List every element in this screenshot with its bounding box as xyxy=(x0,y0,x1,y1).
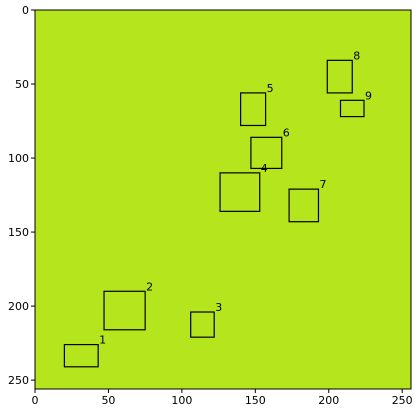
y-tick-label: 0 xyxy=(22,4,29,17)
x-tick-label: 0 xyxy=(32,394,39,407)
box-label-6: 6 xyxy=(283,126,290,139)
bounding-box-9 xyxy=(339,99,365,118)
x-axis: 0 50 100 150 200 250 xyxy=(32,389,413,407)
bounding-box-8 xyxy=(326,59,353,94)
box-label-2: 2 xyxy=(146,280,153,293)
bounding-box-4 xyxy=(219,172,261,212)
box-label-7: 7 xyxy=(319,178,326,191)
bounding-box-1 xyxy=(63,343,99,368)
image-area xyxy=(35,10,411,389)
x-tick-label: 100 xyxy=(171,394,192,407)
bounding-box-2 xyxy=(103,290,146,331)
box-label-5: 5 xyxy=(267,82,274,95)
box-label-9: 9 xyxy=(365,89,372,102)
y-tick-label: 150 xyxy=(8,226,29,239)
bounding-box-5 xyxy=(240,92,267,127)
y-tick-label: 50 xyxy=(15,78,29,91)
y-axis: 0 50 100 150 200 250 xyxy=(8,4,35,387)
plot-frame xyxy=(34,9,412,390)
y-tick-label: 250 xyxy=(8,374,29,387)
y-tick-label: 100 xyxy=(8,152,29,165)
x-tick-label: 200 xyxy=(318,394,339,407)
box-label-3: 3 xyxy=(215,301,222,314)
box-label-8: 8 xyxy=(353,49,360,62)
bounding-box-3 xyxy=(190,311,215,338)
x-tick-label: 150 xyxy=(245,394,266,407)
x-tick-label: 250 xyxy=(392,394,413,407)
bounding-box-7 xyxy=(288,188,320,223)
x-tick-label: 50 xyxy=(101,394,115,407)
bounding-box-6 xyxy=(250,136,283,170)
y-tick-label: 200 xyxy=(8,300,29,313)
box-label-1: 1 xyxy=(99,334,106,347)
